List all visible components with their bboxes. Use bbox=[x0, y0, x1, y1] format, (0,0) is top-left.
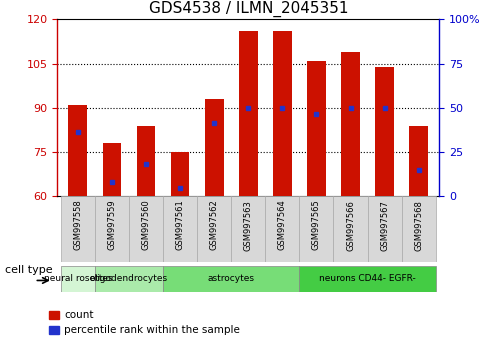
Title: GDS4538 / ILMN_2045351: GDS4538 / ILMN_2045351 bbox=[149, 0, 348, 17]
Legend: count, percentile rank within the sample: count, percentile rank within the sample bbox=[44, 306, 245, 339]
Text: GSM997568: GSM997568 bbox=[414, 200, 423, 251]
FancyBboxPatch shape bbox=[299, 196, 333, 262]
FancyBboxPatch shape bbox=[197, 196, 231, 262]
Bar bbox=[103, 143, 121, 196]
Text: neural rosettes: neural rosettes bbox=[43, 274, 112, 283]
Text: oligodendrocytes: oligodendrocytes bbox=[90, 274, 168, 283]
FancyBboxPatch shape bbox=[265, 196, 299, 262]
Bar bbox=[307, 61, 326, 196]
FancyBboxPatch shape bbox=[231, 196, 265, 262]
FancyBboxPatch shape bbox=[163, 196, 197, 262]
FancyBboxPatch shape bbox=[163, 266, 299, 292]
Bar bbox=[137, 126, 155, 196]
Text: GSM997558: GSM997558 bbox=[73, 200, 82, 251]
Bar bbox=[68, 105, 87, 196]
Bar bbox=[239, 31, 257, 196]
Text: GSM997564: GSM997564 bbox=[278, 200, 287, 251]
FancyBboxPatch shape bbox=[402, 196, 436, 262]
Text: GSM997561: GSM997561 bbox=[176, 200, 185, 251]
Bar bbox=[341, 52, 360, 196]
FancyBboxPatch shape bbox=[95, 266, 163, 292]
FancyBboxPatch shape bbox=[61, 196, 95, 262]
Bar bbox=[375, 67, 394, 196]
FancyBboxPatch shape bbox=[333, 196, 368, 262]
Text: GSM997559: GSM997559 bbox=[107, 200, 116, 250]
FancyBboxPatch shape bbox=[368, 196, 402, 262]
Text: neurons CD44- EGFR-: neurons CD44- EGFR- bbox=[319, 274, 416, 283]
Text: astrocytes: astrocytes bbox=[208, 274, 254, 283]
FancyBboxPatch shape bbox=[129, 196, 163, 262]
Text: GSM997562: GSM997562 bbox=[210, 200, 219, 251]
Bar bbox=[171, 152, 190, 196]
Bar bbox=[273, 31, 292, 196]
Text: GSM997560: GSM997560 bbox=[142, 200, 151, 251]
Text: GSM997565: GSM997565 bbox=[312, 200, 321, 251]
Text: cell type: cell type bbox=[5, 265, 52, 275]
Text: GSM997563: GSM997563 bbox=[244, 200, 253, 251]
FancyBboxPatch shape bbox=[61, 266, 95, 292]
FancyBboxPatch shape bbox=[299, 266, 436, 292]
Bar bbox=[205, 99, 224, 196]
Text: GSM997566: GSM997566 bbox=[346, 200, 355, 251]
Bar bbox=[409, 126, 428, 196]
FancyBboxPatch shape bbox=[95, 196, 129, 262]
Text: GSM997567: GSM997567 bbox=[380, 200, 389, 251]
